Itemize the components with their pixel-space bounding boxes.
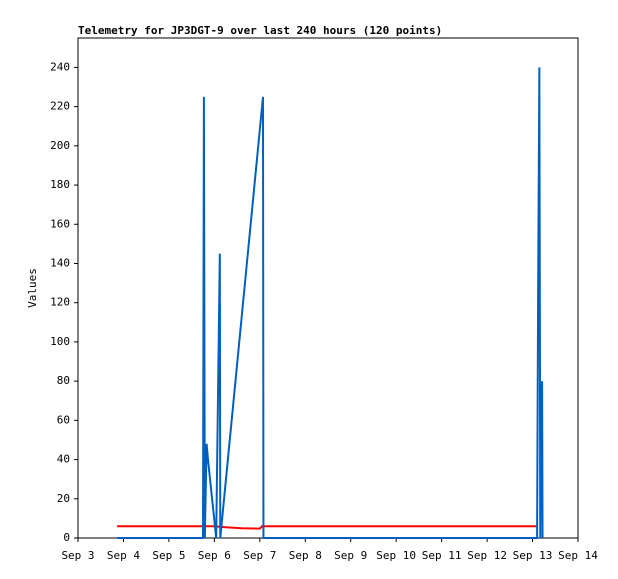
x-tick-label: Sep 8 — [289, 549, 322, 562]
y-axis-label: Values — [26, 268, 39, 308]
y-tick-label: 140 — [50, 256, 70, 269]
data-line — [117, 67, 544, 539]
y-tick-label: 200 — [50, 139, 70, 152]
x-tick-label: Sep 3 — [61, 549, 94, 562]
y-tick-label: 120 — [50, 296, 70, 309]
y-tick-label: 100 — [50, 335, 70, 348]
data-line — [117, 525, 538, 530]
chart-title: Telemetry for JP3DGT-9 over last 240 hou… — [78, 24, 442, 37]
x-tick-label: Sep 10 — [376, 549, 416, 562]
x-tick-label: Sep 11 — [422, 549, 462, 562]
y-tick-label: 180 — [50, 178, 70, 191]
x-tick-label: Sep 4 — [107, 549, 140, 562]
y-tick-label: 240 — [50, 60, 70, 73]
y-tick-label: 20 — [57, 492, 70, 505]
x-tick-label: Sep 9 — [334, 549, 367, 562]
y-tick-label: 40 — [57, 453, 70, 466]
x-tick-label: Sep 12 — [467, 549, 507, 562]
plot-frame — [77, 37, 579, 539]
x-tick-label: Sep 6 — [198, 549, 231, 562]
x-tick-label: Sep 13 — [513, 549, 553, 562]
x-tick-label: Sep 14 — [558, 549, 598, 562]
x-tick-label: Sep 7 — [243, 549, 276, 562]
x-tick-label: Sep 5 — [152, 549, 185, 562]
y-tick-label: 60 — [57, 413, 70, 426]
y-tick-label: 220 — [50, 100, 70, 113]
y-tick-label: 160 — [50, 217, 70, 230]
y-tick-label: 80 — [57, 374, 70, 387]
y-tick-label: 0 — [63, 531, 70, 544]
